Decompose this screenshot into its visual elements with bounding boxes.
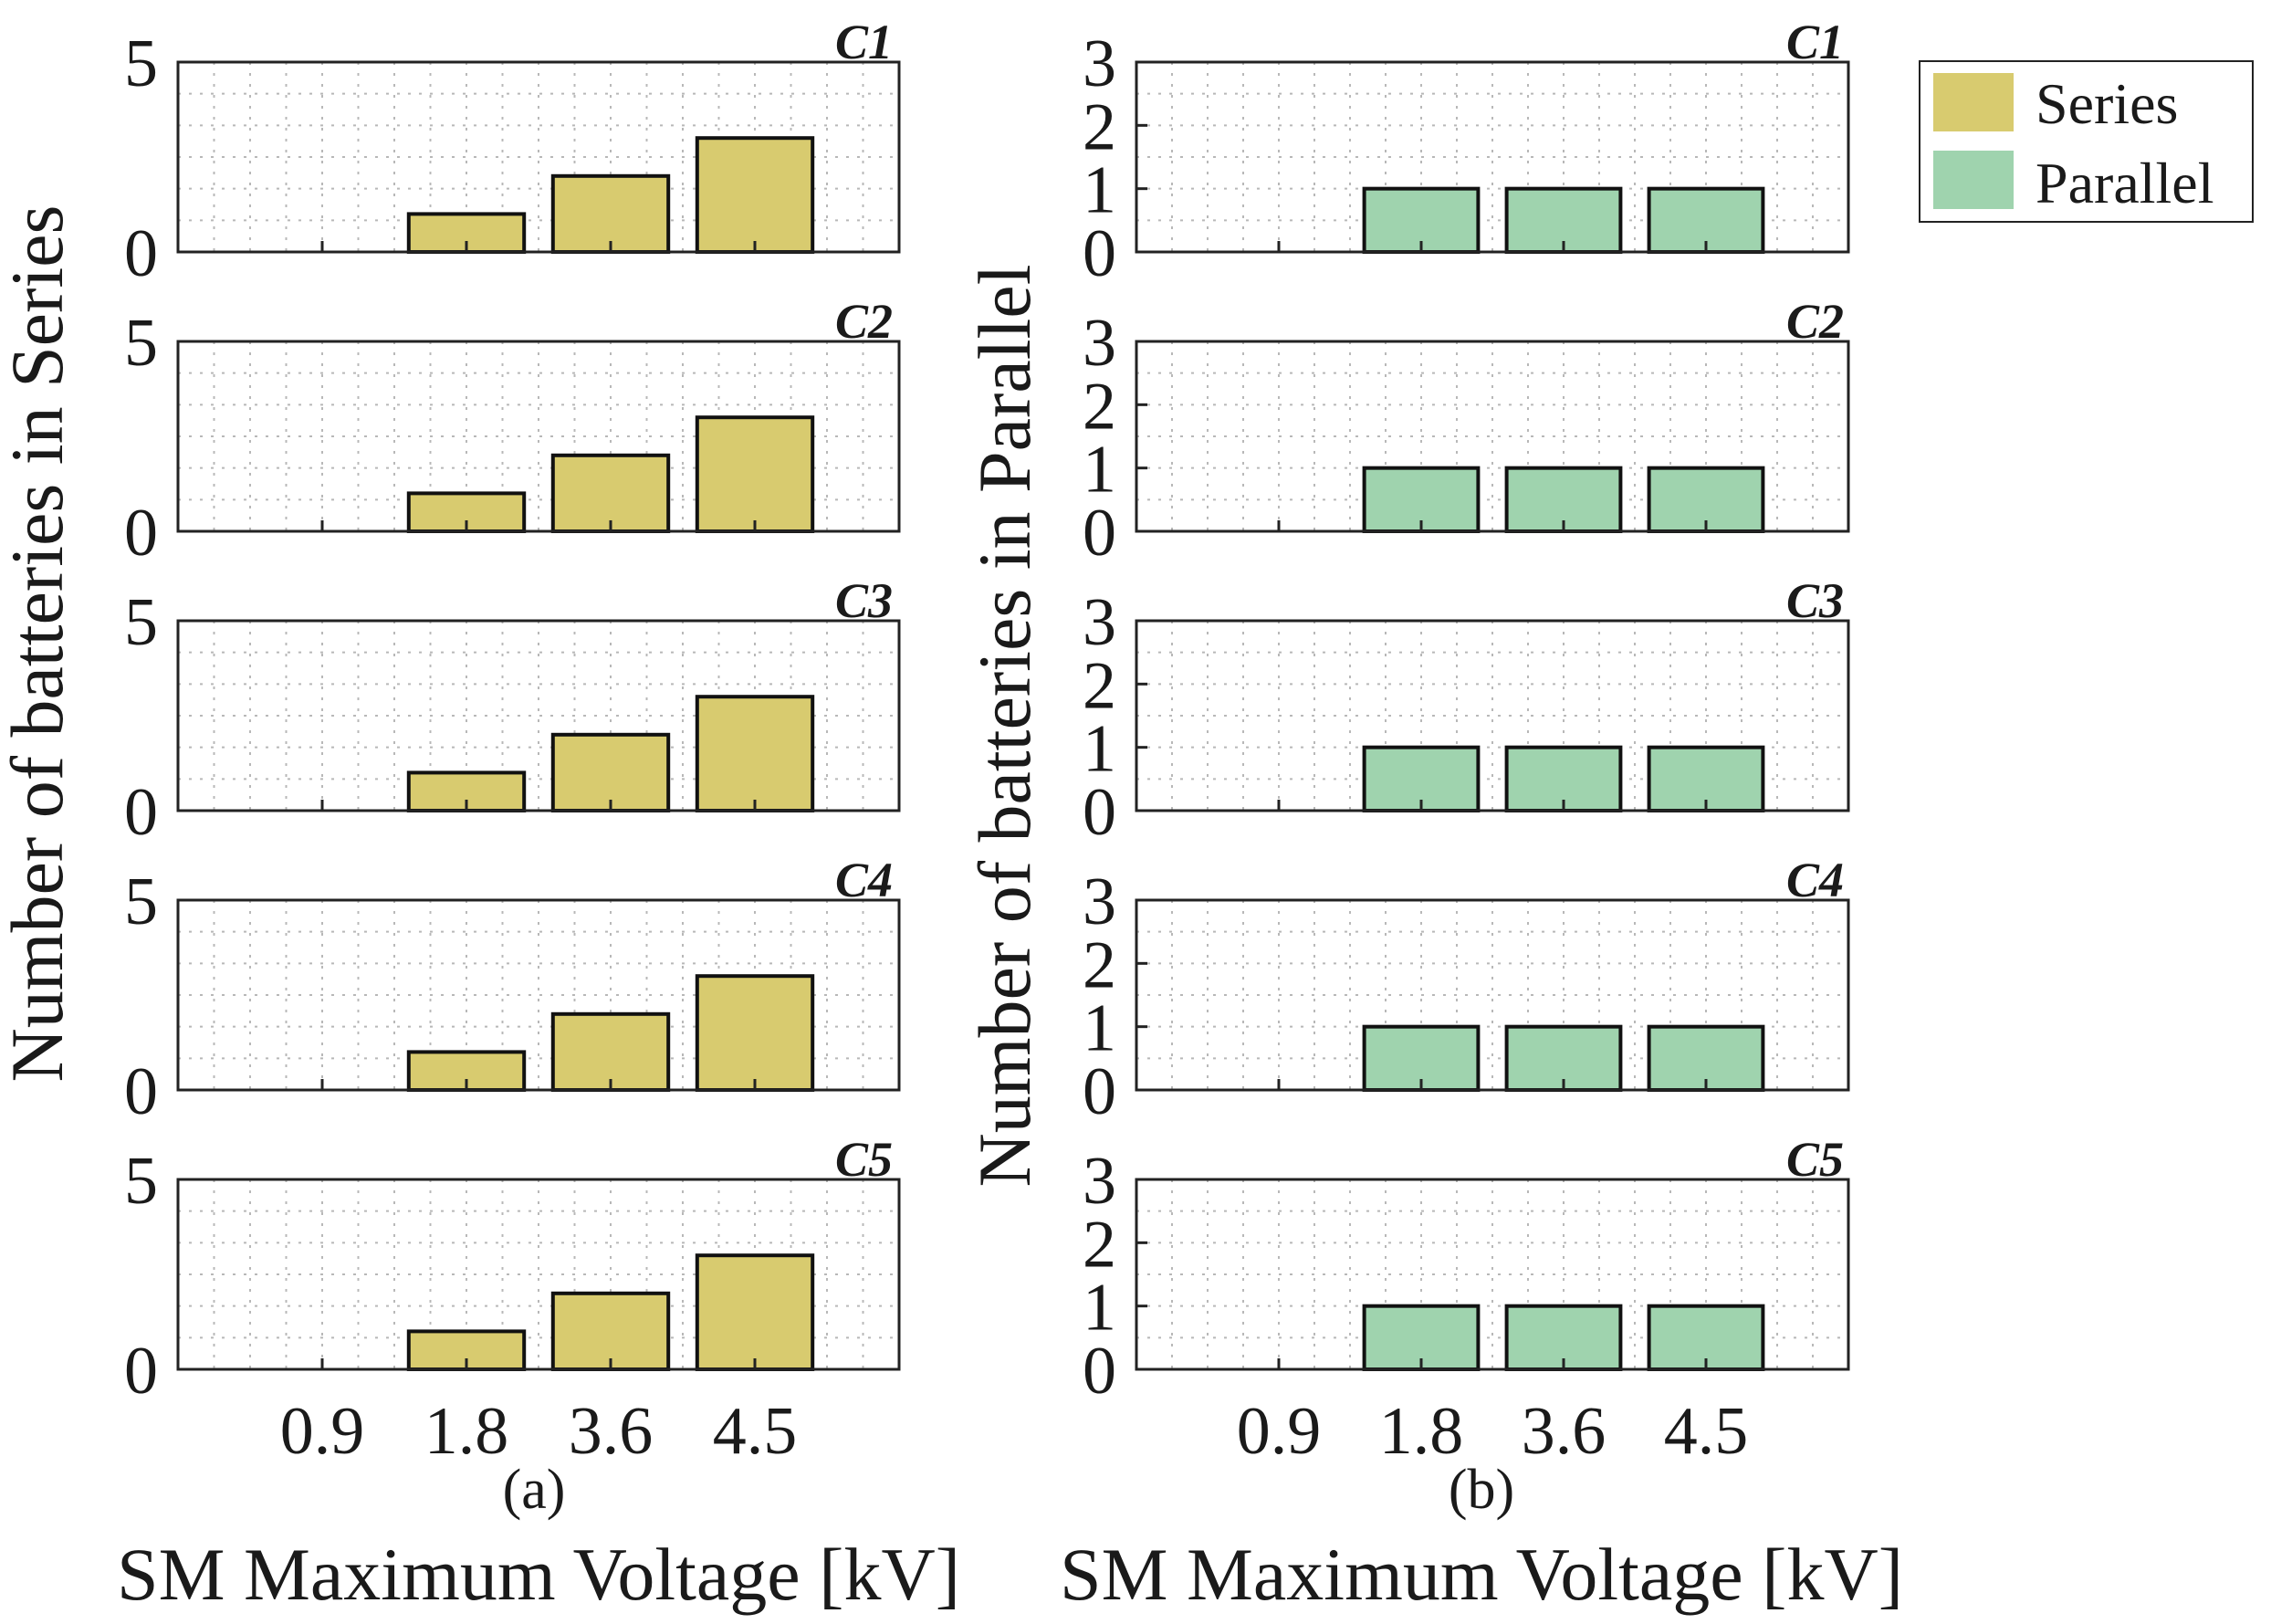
axes-frame — [176, 340, 901, 533]
y-tick-label: 0 — [124, 496, 158, 571]
panel-a-c2: 0 5 C2 — [124, 294, 901, 571]
y-axis-label-series: Number of batteries in Series — [0, 205, 78, 1083]
axes-frame — [176, 898, 901, 1092]
bar-a-c2-4.5 — [695, 415, 815, 534]
x-tick-label-a: 3.6 — [569, 1394, 654, 1469]
y-tick-label: 0 — [124, 1054, 158, 1129]
legend: Series Parallel — [1919, 60, 2254, 223]
y-tick-label: 0 — [1083, 1334, 1116, 1409]
y-tick-label: 0 — [1083, 216, 1116, 291]
bar-b-c4-4.5 — [1647, 1024, 1765, 1092]
panel-tag-c5: C5 — [1786, 1132, 1844, 1187]
legend-label-series: Series — [2036, 71, 2178, 136]
y-tick-label: 1 — [1083, 712, 1116, 787]
panel-tag-c3: C3 — [1786, 573, 1844, 628]
y-tick-label: 2 — [1083, 927, 1116, 1002]
axes-frame — [1135, 340, 1850, 533]
panel-tag-c2: C2 — [835, 294, 893, 349]
y-tick-label: 0 — [1083, 496, 1116, 571]
legend-label-parallel: Parallel — [2036, 151, 2213, 215]
axes-frame — [176, 619, 901, 812]
y-tick-label: 0 — [124, 775, 158, 850]
y-tick-label: 3 — [1083, 1144, 1116, 1219]
axes-frame — [1135, 619, 1850, 812]
bar-a-c1-3.6 — [550, 173, 671, 254]
y-tick-label: 5 — [124, 1144, 158, 1219]
y-tick-label: 1 — [1083, 991, 1116, 1066]
y-tick-label: 0 — [124, 1334, 158, 1409]
axes-frame — [1135, 60, 1850, 254]
legend-swatch-parallel — [1933, 151, 2014, 209]
y-tick-label: 0 — [1083, 775, 1116, 850]
y-tick-label: 2 — [1083, 648, 1116, 723]
y-tick-label: 3 — [1083, 864, 1116, 939]
x-tick-label-b: 3.6 — [1522, 1394, 1606, 1469]
axes-frame — [176, 1178, 901, 1371]
y-tick-label: 3 — [1083, 26, 1116, 101]
legend-swatch-series — [1933, 73, 2014, 131]
x-tick-label-b: 4.5 — [1664, 1394, 1749, 1469]
x-tick-label-a: 1.8 — [424, 1394, 509, 1469]
bar-a-c5-3.6 — [550, 1291, 671, 1372]
x-axis-label-parallel: SM Maximum Voltage [kV] — [1060, 1533, 1903, 1616]
panel-tag-c5: C5 — [835, 1132, 893, 1187]
subfigure-label-a: (a) — [503, 1459, 566, 1521]
panel-tag-c2: C2 — [1786, 294, 1844, 349]
y-tick-label: 0 — [124, 216, 158, 291]
y-tick-label: 1 — [1083, 153, 1116, 228]
axes-frame — [176, 60, 901, 254]
axes-frame — [1135, 898, 1850, 1092]
x-tick-label-a: 4.5 — [713, 1394, 798, 1469]
bar-a-c1-4.5 — [695, 136, 815, 254]
panel-tag-c4: C4 — [1786, 853, 1844, 907]
bar-b-c5-1.8 — [1362, 1304, 1481, 1371]
x-tick-label-b: 1.8 — [1379, 1394, 1464, 1469]
panel-tag-c4: C4 — [835, 853, 893, 907]
y-tick-label: 5 — [124, 585, 158, 660]
y-tick-label: 2 — [1083, 89, 1116, 164]
panel-a-c3: 0 5 C3 — [124, 573, 901, 850]
y-tick-label: 1 — [1083, 433, 1116, 508]
x-tick-label-a: 0.9 — [280, 1394, 365, 1469]
x-tick-label-b: 0.9 — [1237, 1394, 1322, 1469]
bar-a-c3-3.6 — [550, 732, 671, 812]
y-tick-label: 5 — [124, 306, 158, 381]
y-axis-label-parallel: Number of batteries in Parallel — [963, 265, 1046, 1188]
bar-b-c1-4.5 — [1647, 186, 1765, 255]
panel-a-c5: 0 5 C5 — [124, 1132, 901, 1409]
y-tick-label: 1 — [1083, 1271, 1116, 1346]
bar-a-c4-4.5 — [695, 974, 815, 1092]
y-tick-label: 2 — [1083, 369, 1116, 444]
bar-a-c5-4.5 — [695, 1253, 815, 1371]
axes-frame — [1135, 1178, 1850, 1371]
y-tick-label: 3 — [1083, 585, 1116, 660]
subfigure-a-series: 0 5 C1 0 5 C2 0 5 C3 0 5 C4 0 5 C5 0.9 1.8 3.6 4.5 — [124, 15, 901, 1469]
panel-a-c1: 0 5 C1 — [124, 15, 901, 291]
y-tick-label: 3 — [1083, 306, 1116, 381]
panel-tag-c3: C3 — [835, 573, 893, 628]
panel-tag-c1: C1 — [1786, 15, 1844, 69]
y-tick-label: 5 — [124, 26, 158, 101]
y-tick-label: 0 — [1083, 1054, 1116, 1129]
bar-a-c4-3.6 — [550, 1011, 671, 1093]
bar-a-c2-3.6 — [550, 453, 671, 533]
y-tick-label: 5 — [124, 864, 158, 939]
bar-a-c3-4.5 — [695, 695, 815, 813]
panel-tag-c1: C1 — [835, 15, 893, 69]
y-tick-label: 2 — [1083, 1207, 1116, 1282]
x-axis-label-series: SM Maximum Voltage [kV] — [117, 1533, 960, 1616]
subfigure-label-b: (b) — [1449, 1459, 1514, 1521]
panel-a-c4: 0 5 C4 — [124, 853, 901, 1129]
